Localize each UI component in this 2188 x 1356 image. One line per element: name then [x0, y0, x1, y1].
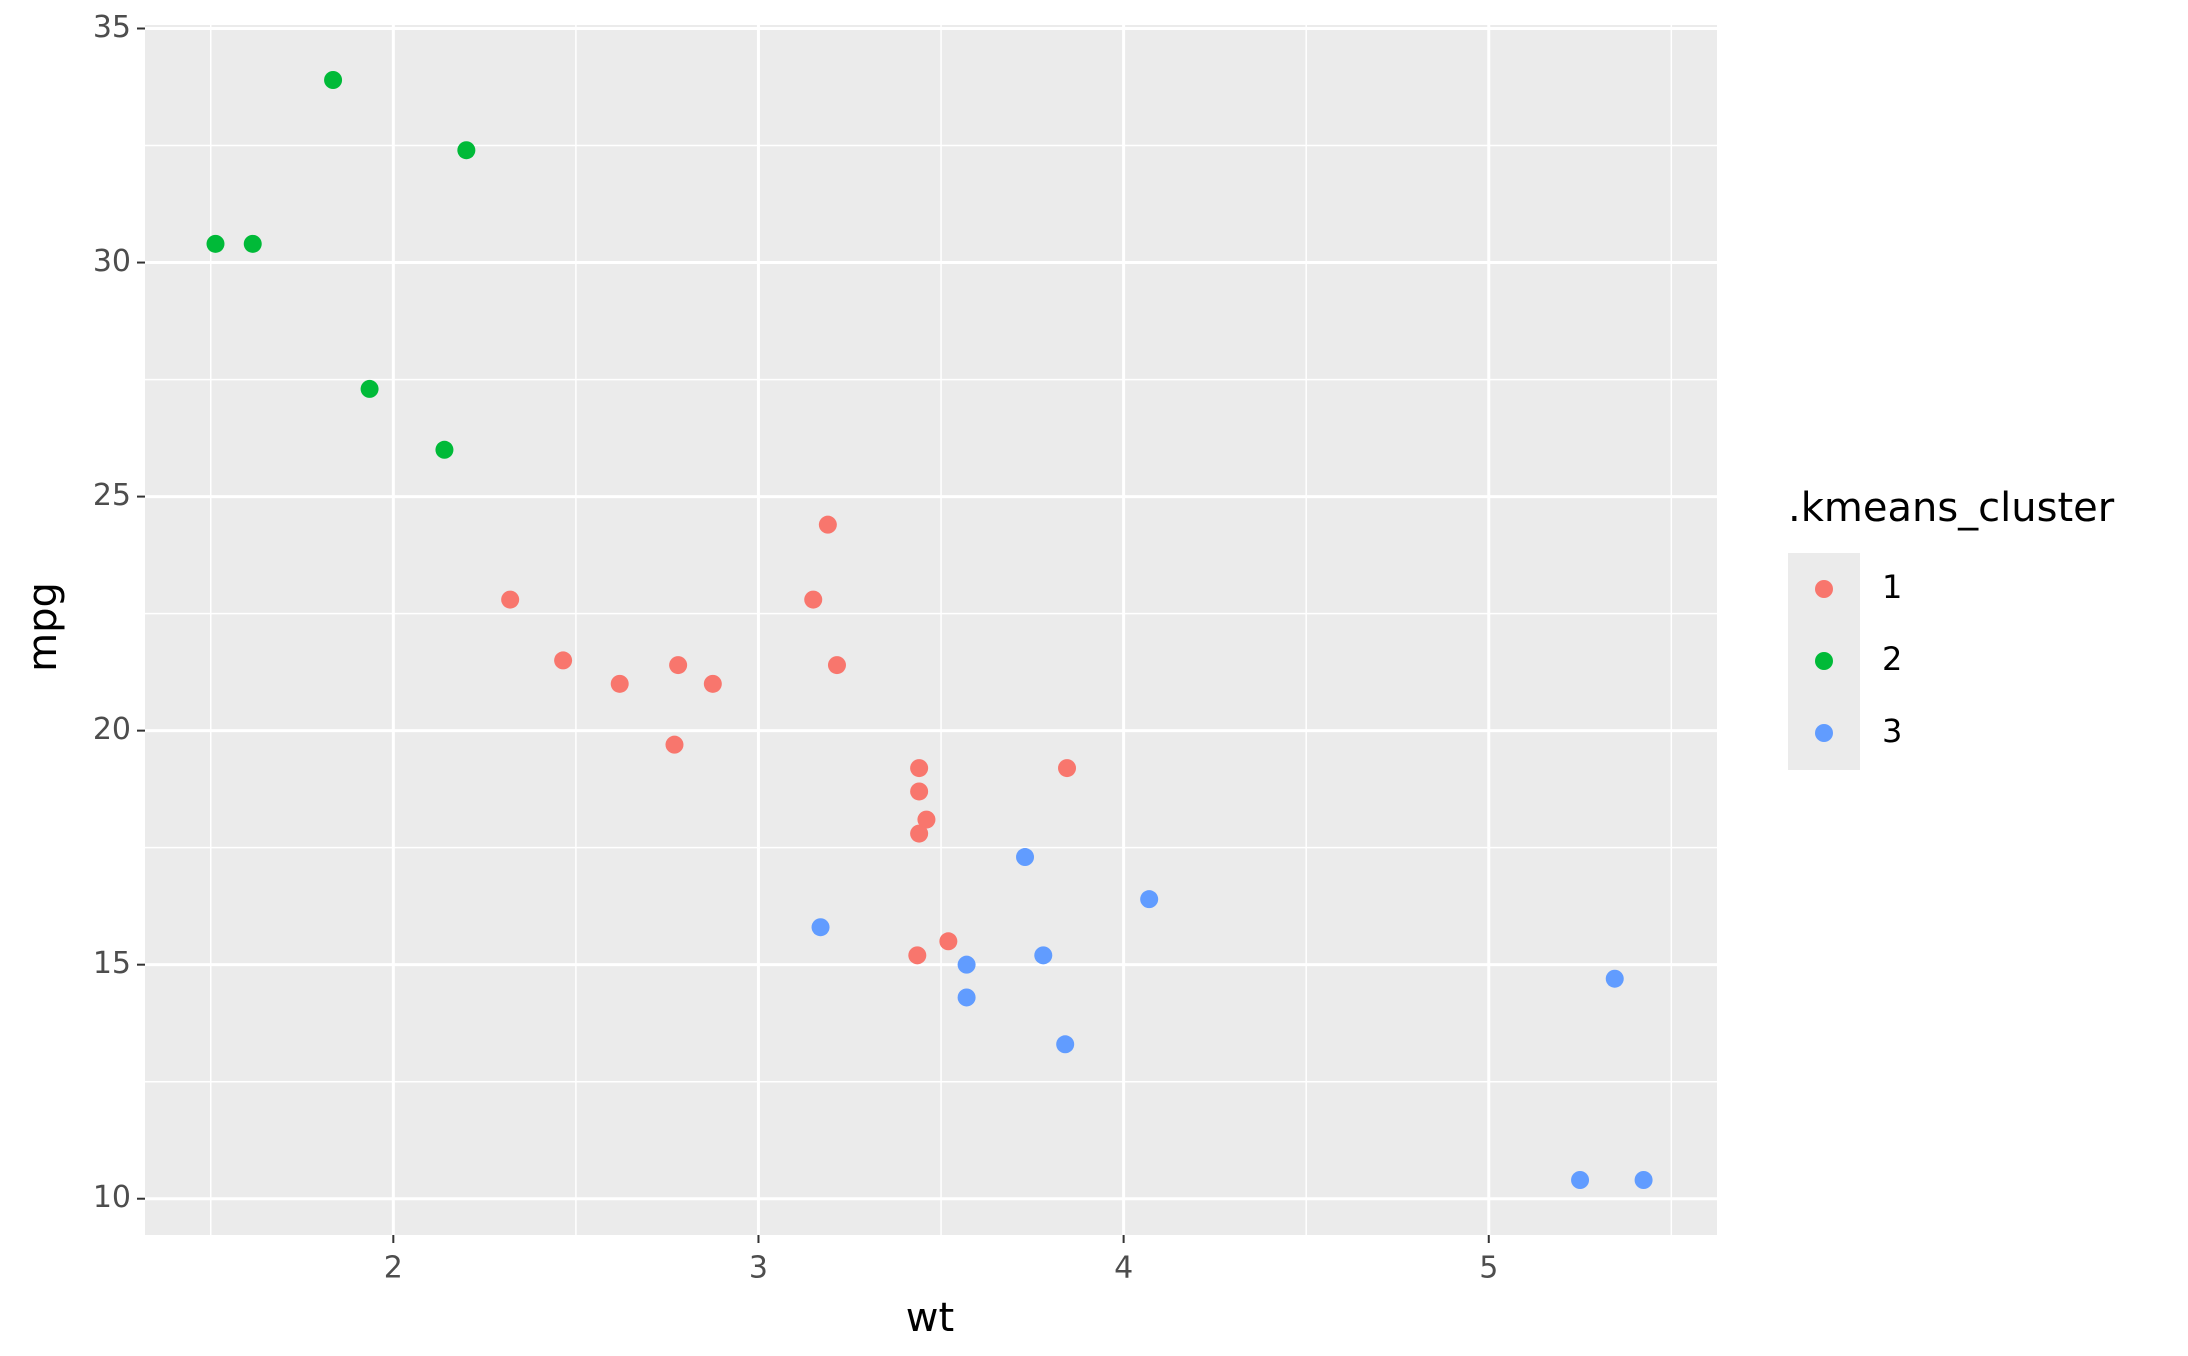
point — [501, 590, 520, 609]
point — [910, 824, 929, 843]
point — [1634, 1171, 1653, 1189]
x-axis-title: wt — [906, 1295, 954, 1341]
point — [827, 656, 846, 675]
point — [811, 918, 830, 937]
legend-label: 3 — [1882, 712, 1902, 750]
y-tick-label: 25 — [93, 478, 131, 513]
x-tick-label: 3 — [749, 1251, 768, 1286]
y-tick-label: 30 — [93, 244, 131, 279]
point — [957, 988, 976, 1007]
legend-key — [1815, 652, 1833, 670]
point — [554, 651, 573, 670]
point — [1140, 890, 1159, 909]
point — [665, 735, 684, 754]
legend-key — [1815, 580, 1833, 598]
point — [243, 234, 262, 253]
point — [910, 782, 929, 801]
point — [1605, 969, 1624, 988]
legend-label: 2 — [1882, 640, 1902, 678]
point — [206, 234, 225, 253]
point — [910, 759, 929, 778]
x-tick-label: 4 — [1114, 1251, 1133, 1286]
legend-title: .kmeans_cluster — [1788, 485, 2115, 531]
point — [908, 946, 927, 965]
panel — [145, 25, 1717, 1235]
point — [1016, 848, 1035, 867]
y-axis-title: mpg — [20, 582, 66, 672]
point — [917, 810, 936, 829]
point — [804, 590, 823, 609]
point — [669, 656, 688, 675]
y-tick-label: 10 — [93, 1180, 131, 1215]
x-tick-label: 5 — [1479, 1251, 1498, 1286]
point — [610, 674, 629, 693]
legend-key — [1815, 724, 1833, 742]
y-tick-label: 20 — [93, 712, 131, 747]
point — [939, 932, 958, 951]
y-tick-label: 35 — [93, 10, 131, 45]
point — [957, 955, 976, 974]
point — [1571, 1171, 1590, 1189]
point — [703, 674, 722, 693]
point — [435, 440, 454, 459]
point — [1056, 1035, 1075, 1054]
y-tick-label: 15 — [93, 946, 131, 981]
point — [1058, 759, 1077, 778]
point — [457, 141, 476, 160]
x-tick-label: 2 — [384, 1251, 403, 1286]
legend-label: 1 — [1882, 568, 1902, 606]
point — [324, 71, 343, 89]
point — [1034, 946, 1053, 965]
point — [818, 515, 837, 534]
point — [360, 379, 379, 398]
